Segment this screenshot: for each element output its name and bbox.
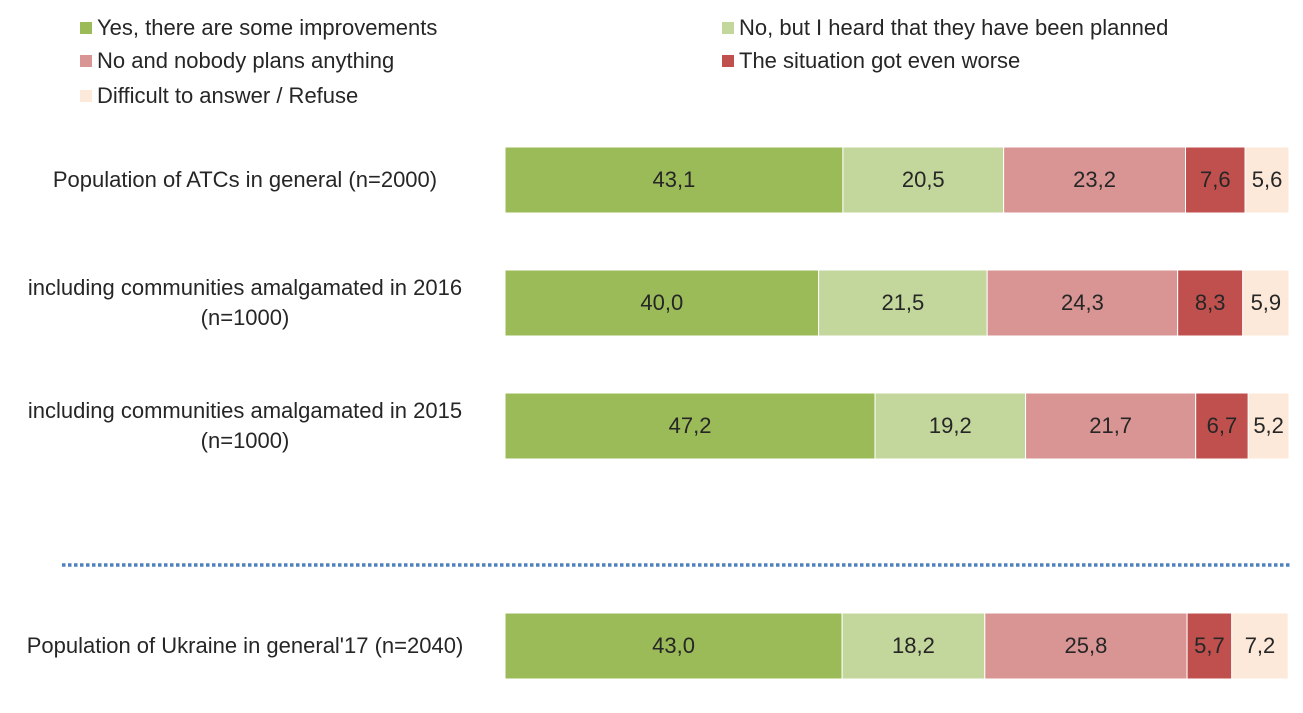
legend-swatch	[722, 22, 734, 34]
data-label: 40,0	[640, 290, 683, 315]
bar-segment	[1195, 392, 1249, 460]
legend-swatch	[80, 90, 92, 102]
data-label: 7,6	[1200, 167, 1231, 192]
legend-label: No and nobody plans anything	[97, 48, 394, 73]
category-label: Population of Ukraine in general'17 (n=2…	[26, 633, 464, 658]
data-label: 5,9	[1251, 290, 1282, 315]
data-label: 24,3	[1061, 290, 1104, 315]
bar-segment	[874, 392, 1027, 460]
data-label: 5,6	[1252, 167, 1283, 192]
legend-swatch	[722, 55, 734, 67]
bar-segment	[504, 269, 820, 337]
data-label: 21,7	[1089, 413, 1132, 438]
bar-segment	[1003, 146, 1187, 214]
bar-segment	[984, 612, 1188, 680]
bar-segment	[986, 269, 1179, 337]
data-label: 43,0	[652, 633, 695, 658]
data-label: 21,5	[881, 290, 924, 315]
data-label: 18,2	[892, 633, 935, 658]
bar-segment	[1186, 612, 1233, 680]
data-label: 8,3	[1195, 290, 1226, 315]
bar-segment	[504, 392, 876, 460]
data-label: 5,7	[1194, 633, 1225, 658]
legend-label: Yes, there are some improvements	[97, 15, 437, 40]
data-label: 47,2	[669, 413, 712, 438]
data-label: 5,2	[1253, 413, 1284, 438]
bar-segment	[1185, 146, 1246, 214]
legend-label: Difficult to answer / Refuse	[97, 83, 358, 108]
bar-segment	[1242, 269, 1290, 337]
data-label: 43,1	[653, 167, 696, 192]
category-label: Population of ATCs in general (n=2000)	[52, 167, 438, 192]
bar-segment	[504, 612, 843, 680]
bar-segment	[1231, 612, 1289, 680]
data-label: 20,5	[902, 167, 945, 192]
legend-label: The situation got even worse	[739, 48, 1020, 73]
data-label: 23,2	[1073, 167, 1116, 192]
legend-swatch	[80, 55, 92, 67]
category-label: including communities amalgamated in 201…	[27, 398, 463, 453]
data-label: 19,2	[929, 413, 972, 438]
bar-segment	[504, 146, 844, 214]
data-label: 7,2	[1245, 633, 1276, 658]
data-label: 6,7	[1207, 413, 1238, 438]
bar-segment	[1244, 146, 1290, 214]
bar-segment	[841, 612, 986, 680]
bar-segment	[1247, 392, 1290, 460]
data-label: 25,8	[1065, 633, 1108, 658]
bar-segment	[842, 146, 1005, 214]
bar-segment	[818, 269, 988, 337]
category-label: including communities amalgamated in 201…	[27, 275, 463, 330]
legend-label: No, but I heard that they have been plan…	[739, 15, 1168, 40]
legend-swatch	[80, 22, 92, 34]
